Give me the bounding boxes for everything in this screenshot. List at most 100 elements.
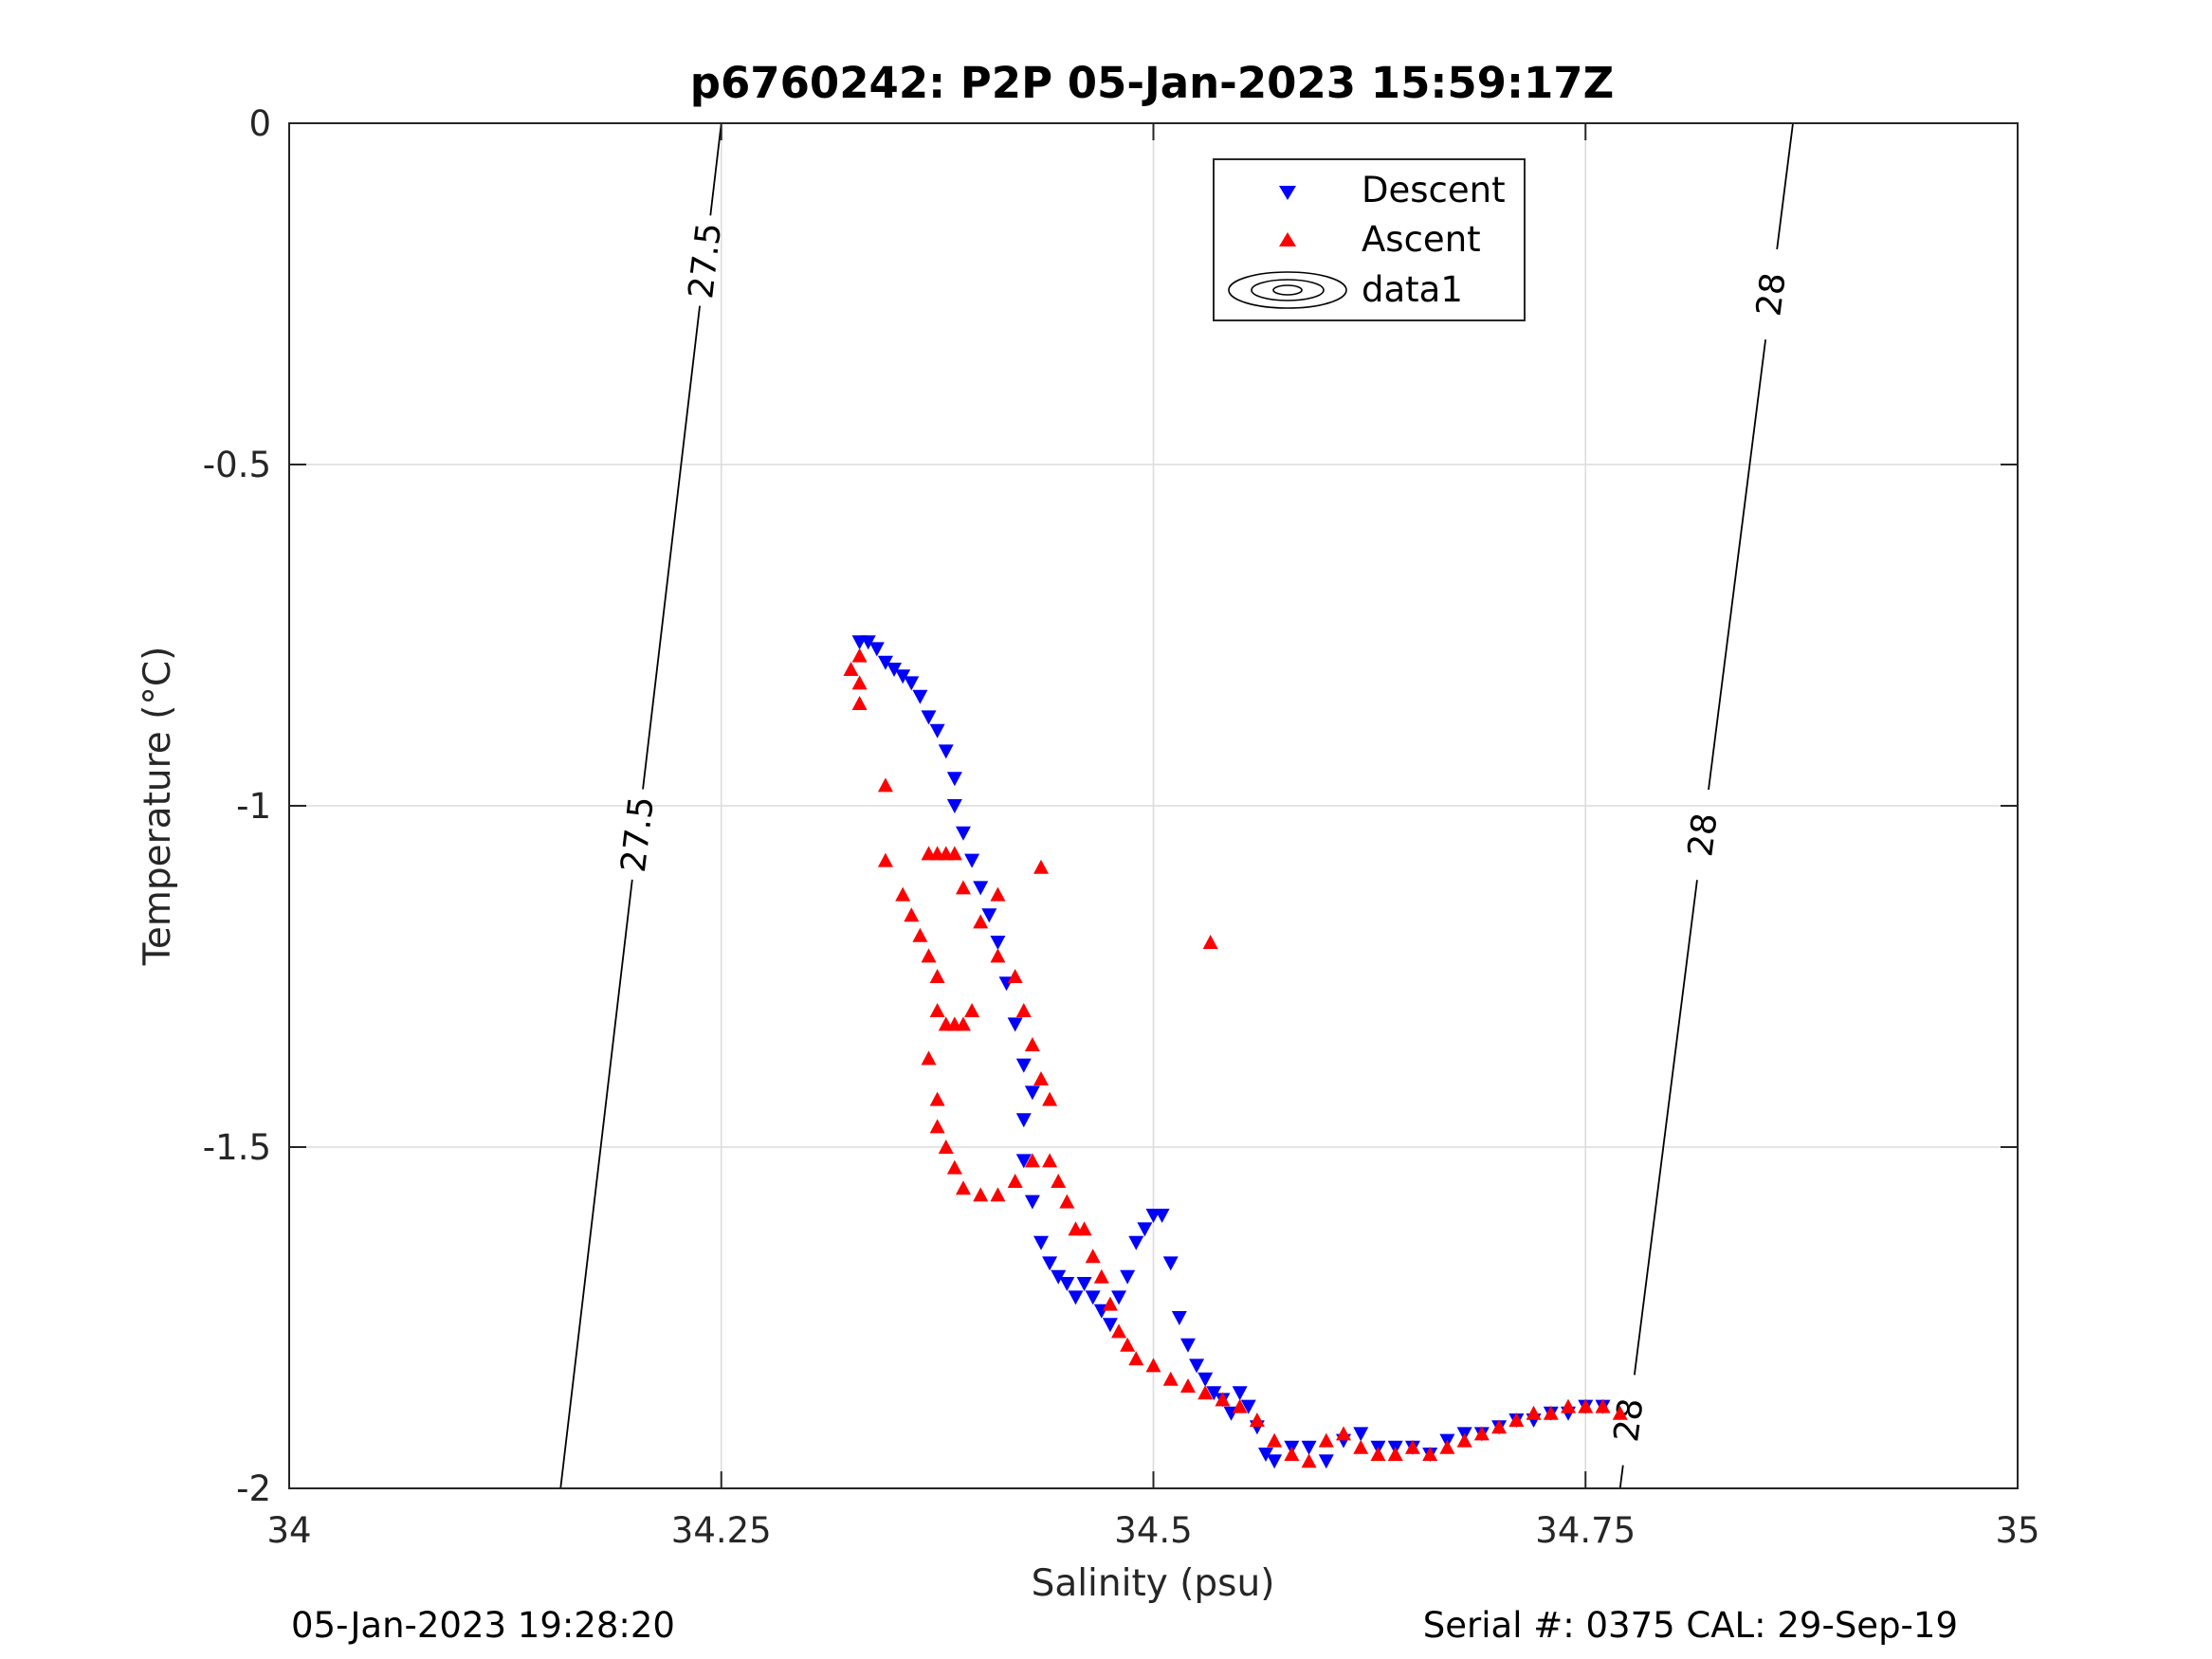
contour-label: 28 [1749, 270, 1793, 319]
ascent-point [1128, 1351, 1144, 1366]
descent-point [990, 936, 1006, 950]
ascent-point [1578, 1398, 1594, 1413]
descent-point [1059, 1277, 1075, 1291]
ascent-point [1120, 1337, 1136, 1352]
descent-point [1240, 1399, 1256, 1414]
descent-point [955, 826, 971, 841]
ascent-point [1612, 1405, 1628, 1420]
descent-point [887, 663, 903, 677]
ascent-point [1042, 1091, 1058, 1106]
ascent-point [1024, 1153, 1040, 1168]
descent-point [1033, 1235, 1050, 1250]
contour-line-27.5 [709, 122, 722, 216]
contour-label: 27.5 [614, 794, 662, 874]
descent-point [973, 881, 989, 896]
ascent-point [1232, 1398, 1248, 1413]
ascent-point [1595, 1398, 1611, 1413]
legend-descent-label: Descent [1362, 170, 1506, 210]
contour-line-28 [1776, 122, 1794, 250]
descent-point [981, 908, 997, 923]
y-axis-label: Temperature (°C) [137, 647, 179, 967]
descent-point [1120, 1269, 1136, 1285]
ascent-point [1404, 1439, 1420, 1454]
chart-title: p6760242: P2P 05-Jan-2023 15:59:17Z [690, 58, 1615, 108]
descent-point [1042, 1256, 1058, 1271]
contour-line-28 [1633, 880, 1698, 1376]
ascent-point [921, 1050, 937, 1066]
x-tick-label: 34 [266, 1510, 311, 1551]
y-tick-label: -2 [236, 1468, 271, 1509]
descent-point [1111, 1290, 1127, 1305]
ascent-point [973, 914, 989, 929]
descent-point [1232, 1386, 1248, 1401]
descent-point [1189, 1358, 1205, 1374]
descent-point [1197, 1372, 1214, 1387]
descent-point [1051, 1269, 1067, 1285]
contour-line-28 [1618, 1465, 1624, 1489]
ascent-point [895, 886, 911, 902]
ascent-point [955, 1180, 971, 1195]
x-axis-ticks: 34 34.25 34.5 34.75 35 [266, 123, 2040, 1551]
x-tick-label: 34.25 [671, 1510, 772, 1551]
ascent-point [877, 852, 893, 867]
ascent-point [1111, 1323, 1127, 1339]
ascent-series [843, 647, 1628, 1468]
ascent-point [1033, 1071, 1050, 1085]
ascent-point [921, 948, 937, 963]
ascent-point [929, 969, 945, 983]
ascent-point [1197, 1385, 1214, 1400]
legend-contour-marker [1228, 271, 1347, 309]
ascent-point [1085, 1249, 1101, 1264]
ascent-point [912, 927, 928, 942]
ascent-point [938, 1139, 954, 1154]
x-tick-label: 35 [1995, 1510, 2039, 1551]
legend-data1-label: data1 [1362, 269, 1463, 310]
ascent-point [1042, 1153, 1058, 1168]
ascent-point [990, 886, 1006, 902]
descent-point [1085, 1290, 1101, 1305]
y-tick-label: -1.5 [203, 1127, 271, 1168]
contour-line-27.5 [642, 305, 701, 790]
ascent-point [1473, 1426, 1490, 1441]
y-tick-label: -0.5 [203, 445, 271, 485]
ascent-point [1162, 1371, 1179, 1386]
descent-point [1007, 1017, 1023, 1032]
ascent-point [1267, 1432, 1283, 1448]
legend-box [1213, 158, 1526, 321]
descent-point [1024, 1194, 1040, 1210]
ascent-point [1284, 1447, 1300, 1461]
descent-point [1162, 1256, 1179, 1271]
ascent-point [1526, 1405, 1542, 1420]
y-tick-label: 0 [248, 103, 271, 144]
descent-point [1015, 1113, 1032, 1128]
ascent-point [1508, 1413, 1525, 1427]
descent-series [851, 635, 1611, 1469]
ascent-point [1387, 1447, 1403, 1461]
descent-point [1154, 1209, 1170, 1223]
contour-line-28 [1708, 339, 1767, 791]
ascent-point [1076, 1221, 1092, 1236]
descent-point [1137, 1222, 1153, 1237]
descent-point [1068, 1290, 1084, 1305]
descent-point [1301, 1440, 1317, 1455]
legend-ascent-label: Ascent [1362, 219, 1481, 260]
ascent-point [990, 1187, 1006, 1202]
ascent-point [1202, 935, 1218, 949]
ascent-point [929, 1003, 945, 1017]
ascent-point [1456, 1432, 1472, 1448]
ascent-point [1336, 1426, 1352, 1441]
density-contours: 27.5 27.5 28 28 28 [559, 122, 1794, 1489]
descent-point [1257, 1448, 1273, 1462]
ascent-point [1301, 1453, 1317, 1468]
ascent-point [964, 1003, 980, 1017]
ascent-point [955, 880, 971, 895]
contour-line-27.5 [559, 879, 633, 1489]
ascent-point [1370, 1447, 1386, 1461]
ascent-point [1491, 1419, 1508, 1434]
y-axis-ticks: 0 -0.5 -1 -1.5 -2 [203, 103, 2018, 1509]
ascent-point [946, 1159, 962, 1175]
legend: Descent Ascent data1 [1213, 158, 1526, 321]
ascent-point [1353, 1439, 1369, 1454]
ascent-point [1102, 1296, 1118, 1311]
descent-point [938, 744, 954, 759]
